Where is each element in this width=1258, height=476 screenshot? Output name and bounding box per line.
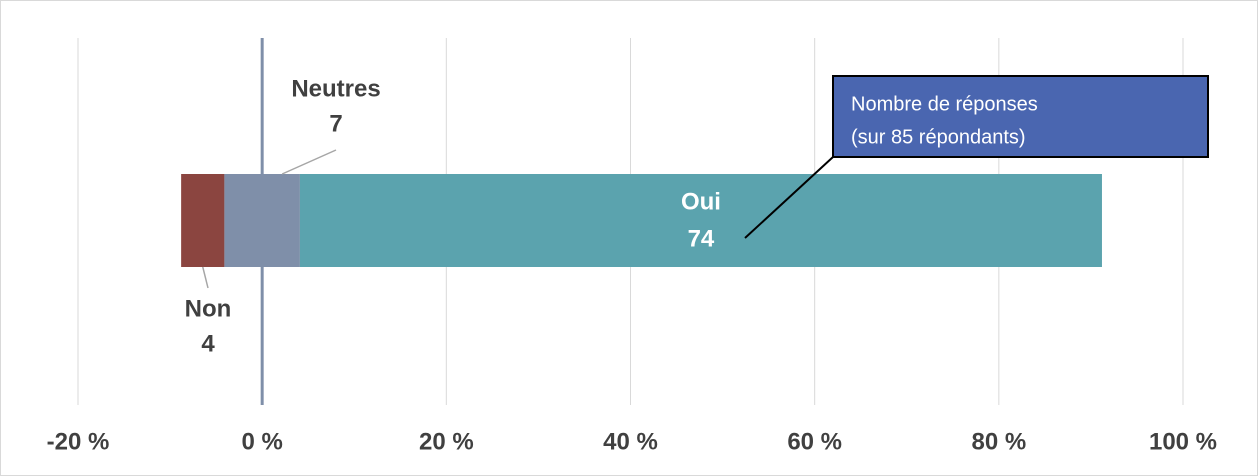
annotation-text: (sur 85 répondants) — [851, 126, 1026, 148]
series-name-label: Neutres — [291, 75, 380, 102]
bar — [181, 174, 225, 267]
x-tick-label: 60 % — [787, 428, 842, 455]
leader-line — [202, 266, 209, 289]
x-tick-label: 20 % — [419, 428, 474, 455]
leader-line — [281, 149, 337, 175]
series-name-label: Non — [185, 295, 232, 322]
x-tick-label: -20 % — [47, 428, 110, 455]
data-label: 7 — [329, 110, 342, 137]
data-label: 4 — [201, 330, 215, 357]
annotation-text: Nombre de réponses — [851, 93, 1038, 115]
callout-line — [744, 156, 834, 239]
series-name-label: Oui — [681, 188, 721, 215]
x-tick-label: 100 % — [1149, 428, 1217, 455]
annotation-box — [832, 75, 1209, 158]
bar — [224, 174, 300, 267]
x-tick-label: 80 % — [971, 428, 1026, 455]
bar — [299, 174, 1102, 267]
data-label: 74 — [688, 225, 715, 252]
x-tick-label: 0 % — [241, 428, 282, 455]
x-tick-label: 40 % — [603, 428, 658, 455]
